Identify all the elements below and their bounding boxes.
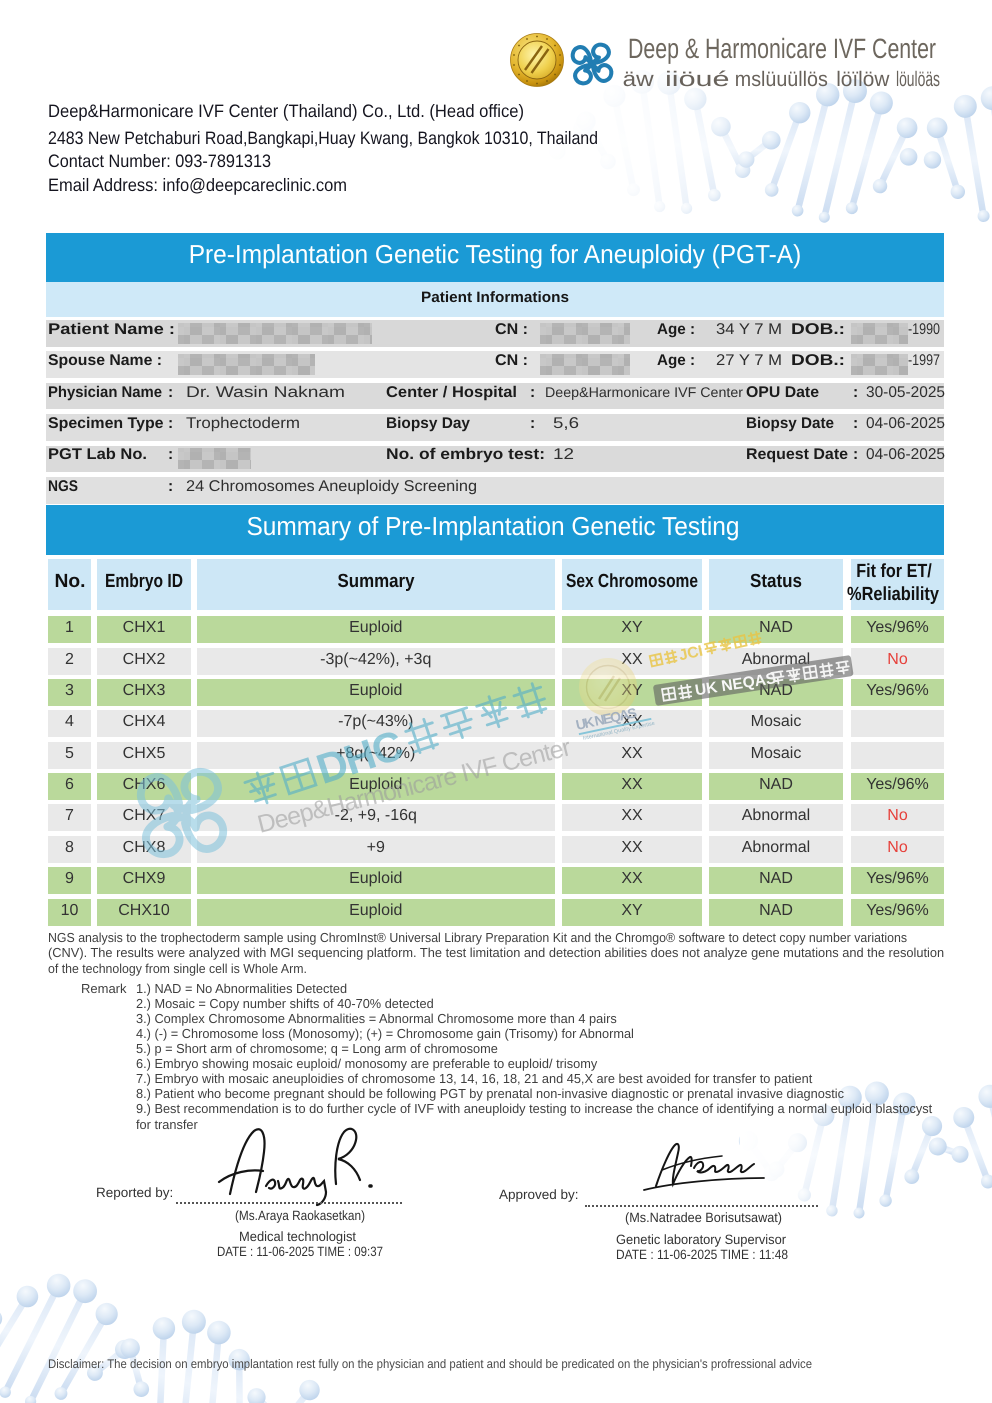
svg-text:mslüuüllös: mslüuüllös (735, 68, 828, 91)
svg-text:löïlöw: löïlöw (836, 68, 890, 91)
svg-text:JCI: JCI (677, 643, 704, 665)
svg-text:iiöué: iiöué (665, 68, 730, 91)
svg-text:löulöäs: löulöäs (896, 68, 940, 91)
svg-text:äw: äw (623, 68, 655, 91)
